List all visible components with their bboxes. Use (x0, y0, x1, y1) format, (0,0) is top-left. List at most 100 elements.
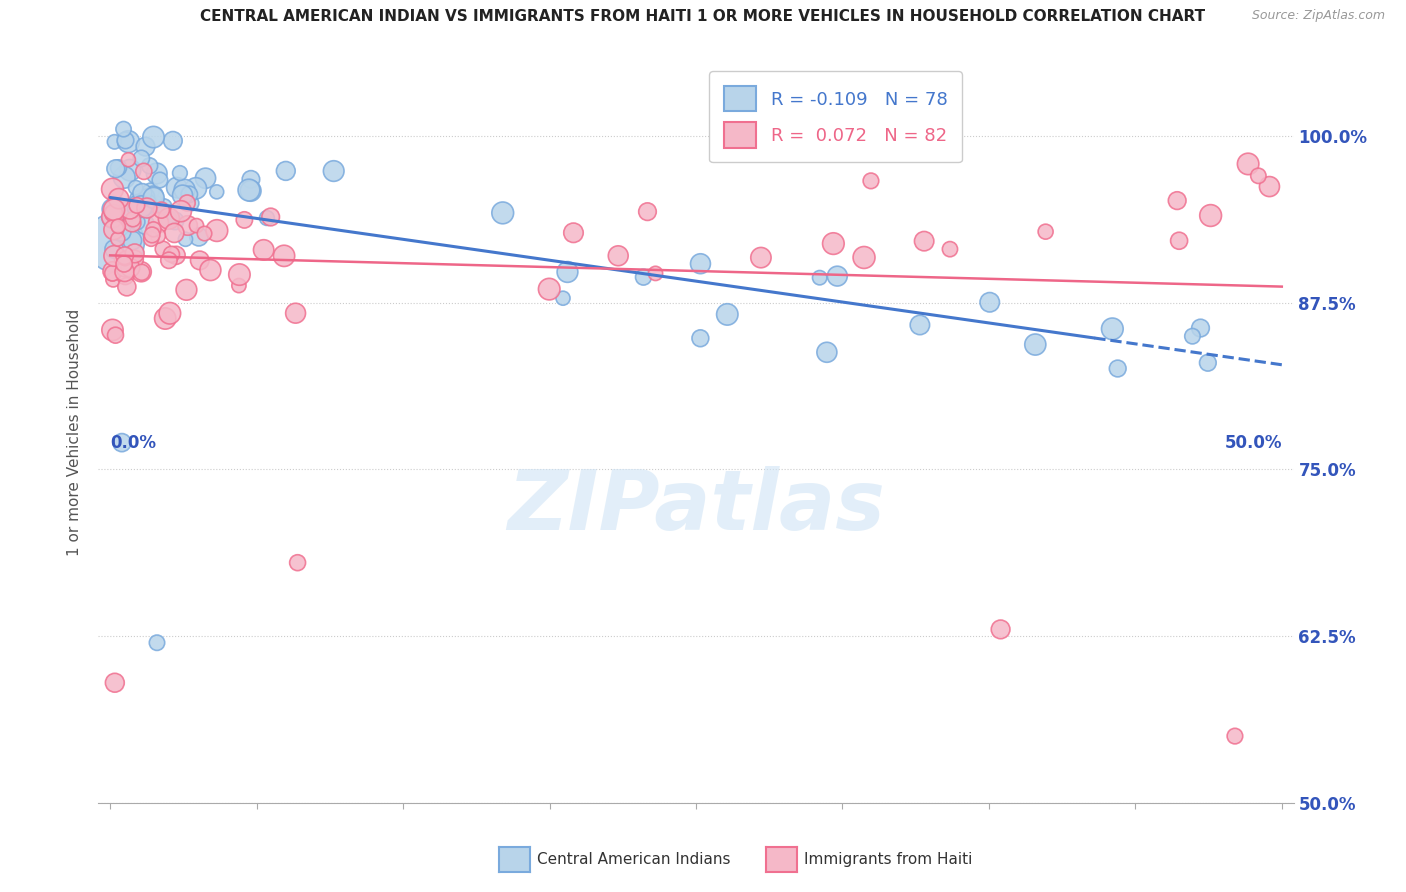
Point (127, 197, 149, 211)
Point (716, 307, 738, 321)
Point (117, 135, 139, 149)
Point (112, 257, 135, 271)
Point (239, 184, 262, 198)
Point (180, 196, 202, 211)
Point (274, 164, 297, 178)
Point (823, 236, 845, 251)
Point (160, 247, 183, 261)
Point (157, 211, 180, 226)
Point (1258, 179, 1281, 194)
Point (132, 164, 155, 178)
Point (107, 232, 129, 246)
Point (122, 252, 145, 267)
Point (228, 278, 250, 293)
Point (172, 188, 194, 202)
Point (118, 163, 141, 178)
Point (637, 204, 659, 219)
Point (104, 235, 127, 250)
Point (170, 204, 193, 219)
Point (859, 174, 882, 188)
Point (145, 198, 167, 212)
Text: Source: ZipAtlas.com: Source: ZipAtlas.com (1251, 9, 1385, 22)
Point (1024, 337, 1046, 351)
Point (284, 306, 307, 320)
Text: ZIPatlas: ZIPatlas (508, 467, 884, 547)
Point (238, 183, 260, 197)
Point (607, 249, 630, 263)
Point (136, 189, 159, 203)
Point (239, 172, 262, 186)
Point (145, 166, 167, 180)
Point (1189, 321, 1212, 335)
Point (149, 173, 172, 187)
Point (124, 246, 146, 260)
Point (101, 210, 124, 224)
Point (979, 295, 1001, 310)
Point (135, 197, 157, 211)
Point (118, 203, 141, 218)
Point (103, 249, 125, 263)
Point (322, 164, 344, 178)
Point (273, 249, 295, 263)
Point (187, 229, 209, 244)
Point (908, 318, 931, 332)
Point (633, 270, 655, 285)
Point (912, 234, 935, 248)
Point (174, 232, 197, 246)
Point (101, 323, 124, 337)
Point (111, 252, 134, 267)
Point (127, 193, 149, 207)
Point (142, 188, 165, 202)
Point (114, 265, 136, 279)
Point (155, 311, 177, 326)
Point (148, 216, 170, 230)
Point (163, 214, 186, 228)
Text: Central American Indians: Central American Indians (537, 853, 731, 867)
Point (114, 269, 136, 284)
Point (129, 265, 152, 279)
Point (142, 191, 165, 205)
Point (112, 255, 135, 269)
Point (689, 331, 711, 345)
Point (107, 192, 129, 206)
Point (1168, 234, 1191, 248)
Point (551, 291, 574, 305)
Point (117, 153, 139, 167)
Point (107, 161, 129, 175)
Point (103, 242, 125, 256)
Point (111, 435, 134, 450)
Point (139, 185, 162, 199)
Point (827, 269, 849, 284)
Point (115, 280, 138, 294)
Point (134, 218, 156, 232)
Point (131, 186, 153, 200)
Point (176, 283, 198, 297)
Point (120, 260, 142, 275)
Point (112, 170, 135, 185)
Point (233, 213, 256, 227)
Point (1181, 329, 1204, 343)
Point (131, 265, 153, 279)
Point (176, 196, 198, 211)
Text: 50.0%: 50.0% (1225, 434, 1282, 452)
Point (139, 195, 162, 210)
Point (142, 222, 165, 236)
Point (101, 202, 124, 217)
Point (131, 152, 153, 166)
Point (101, 266, 124, 280)
Point (256, 211, 278, 225)
Point (114, 249, 136, 263)
Point (104, 161, 127, 176)
Point (107, 219, 129, 234)
Point (152, 242, 174, 256)
Point (228, 268, 250, 282)
Point (103, 223, 125, 237)
Text: Immigrants from Haiti: Immigrants from Haiti (804, 853, 973, 867)
Point (184, 181, 207, 195)
Point (169, 166, 191, 180)
Point (150, 203, 173, 218)
Point (125, 198, 148, 212)
Point (176, 219, 198, 233)
Point (557, 265, 579, 279)
Point (260, 210, 283, 224)
